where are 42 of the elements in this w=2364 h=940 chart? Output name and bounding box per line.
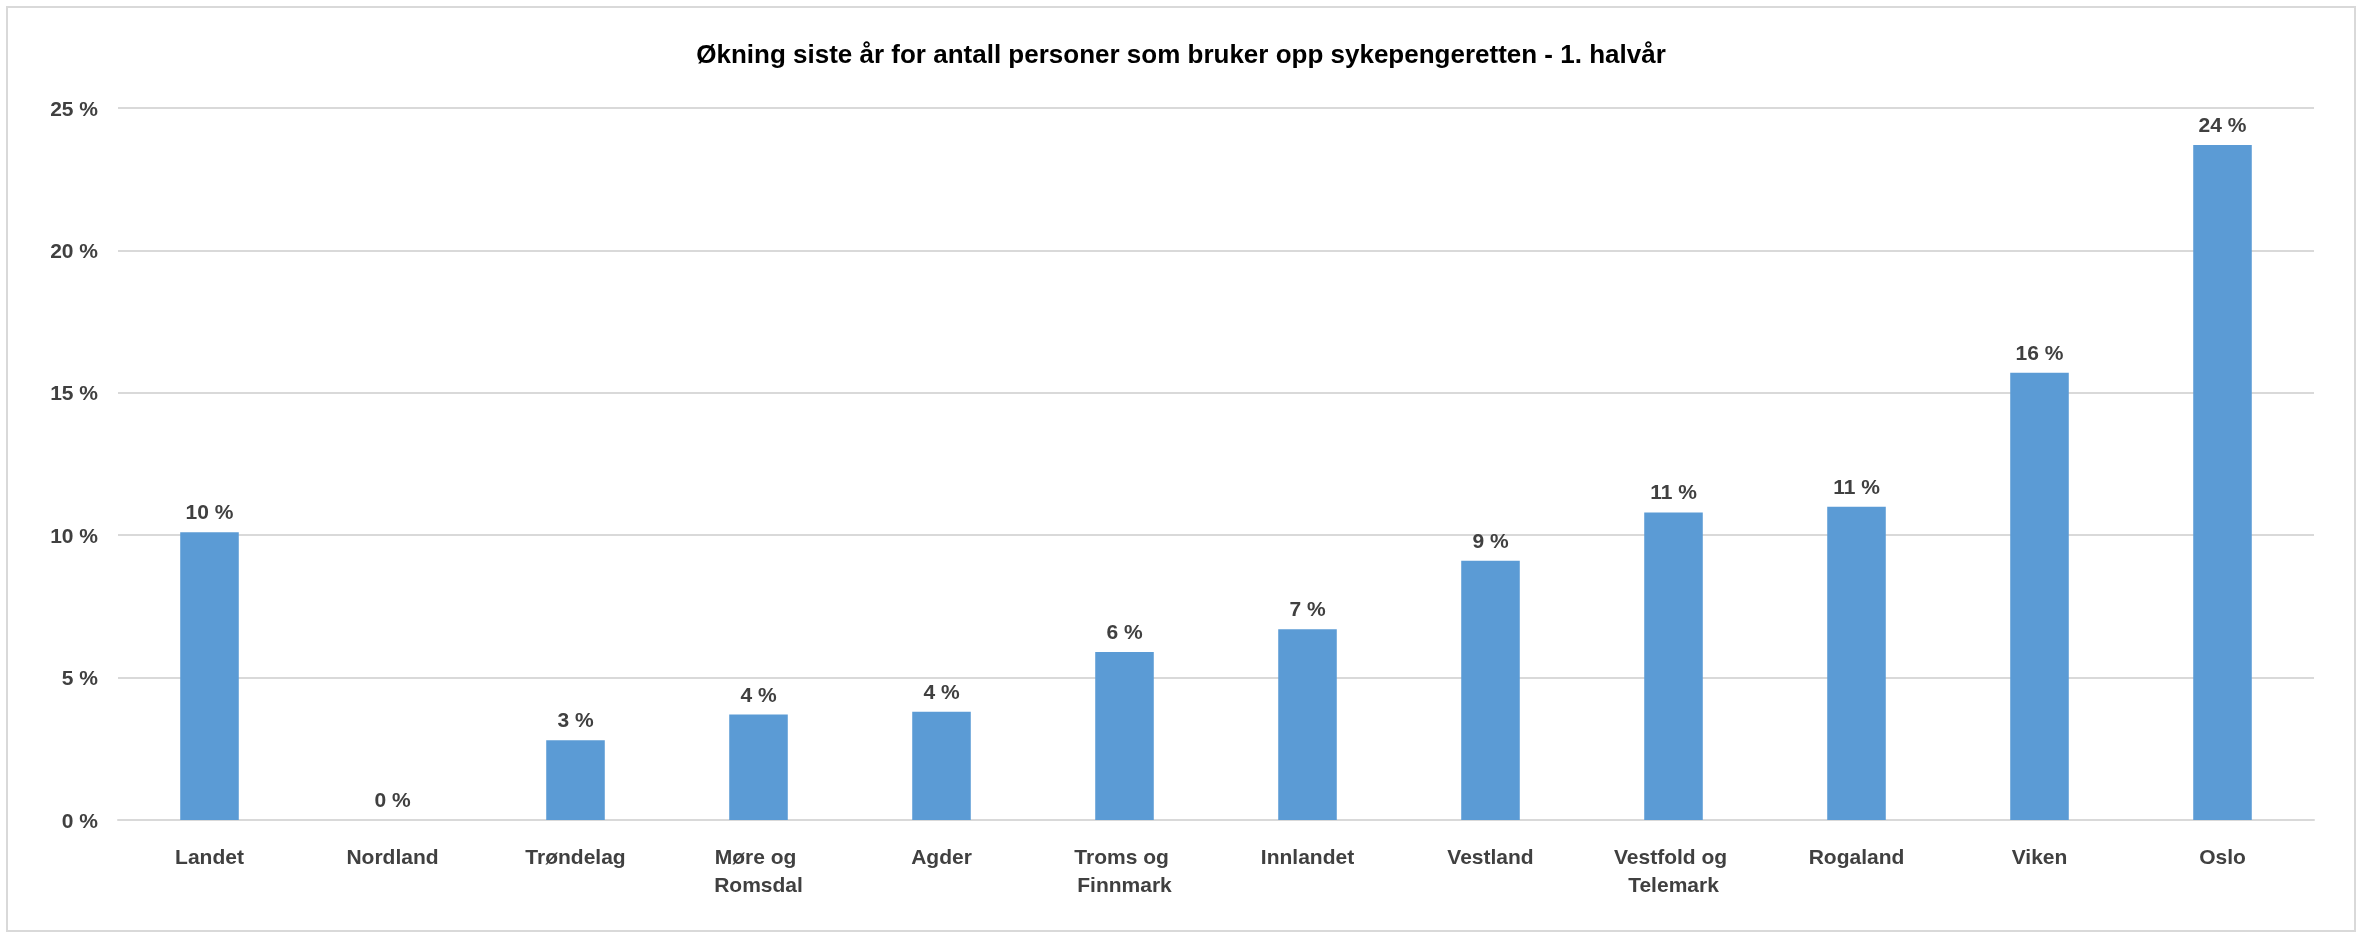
x-tick-label: Møre og Romsdal	[714, 844, 803, 896]
x-tick-label: Landet	[175, 844, 244, 868]
y-tick-label: 0 %	[61, 808, 99, 832]
y-tick-label: 10 %	[50, 523, 99, 547]
data-label: 7 %	[1289, 597, 1326, 621]
x-tick-label: Agder	[911, 844, 972, 868]
bar	[180, 532, 239, 820]
x-tick-label: Nordland	[346, 844, 439, 868]
x-tick-label: Troms og Finnmark	[1074, 844, 1175, 896]
data-label: 6 %	[1106, 619, 1143, 643]
bar	[2193, 145, 2252, 820]
data-label: 11 %	[1833, 474, 1881, 498]
data-label: 3 %	[557, 708, 594, 732]
x-tick-label: Viken	[2011, 844, 2068, 868]
bar	[1095, 651, 1154, 820]
data-label: 16 %	[2015, 340, 2064, 364]
y-tick-label: 20 %	[50, 238, 99, 262]
bar	[546, 740, 605, 820]
chart-title: Økning siste år for antall personer som bruker opp sykepengeretten - 1. halvår	[696, 39, 1666, 69]
data-label: 9 %	[1472, 528, 1509, 552]
data-label: 11 %	[1650, 480, 1698, 504]
x-tick-label: Vestfold og Telemark	[1613, 844, 1734, 896]
x-tick-label: Oslo	[2199, 844, 2246, 868]
data-label: 10 %	[185, 500, 234, 524]
bar	[1461, 560, 1520, 820]
x-tick-label: Vestland	[1447, 844, 1534, 868]
bar	[1278, 629, 1337, 820]
x-tick-label: Rogaland	[1808, 844, 1905, 868]
bar	[2010, 372, 2069, 820]
x-tick-label: Trøndelag	[525, 844, 626, 868]
data-label: 4 %	[740, 682, 777, 706]
bar	[912, 711, 971, 820]
bar	[1827, 506, 1886, 820]
data-label: 0 %	[374, 788, 411, 811]
x-tick-label: Innlandet	[1260, 844, 1355, 868]
y-tick-label: 5 %	[61, 666, 99, 690]
y-tick-label: 15 %	[50, 381, 99, 405]
data-label: 4 %	[923, 679, 960, 703]
y-tick-label: 25 %	[50, 96, 99, 120]
data-label: 24 %	[2198, 113, 2247, 137]
bar	[1644, 512, 1703, 820]
bar	[729, 714, 788, 820]
